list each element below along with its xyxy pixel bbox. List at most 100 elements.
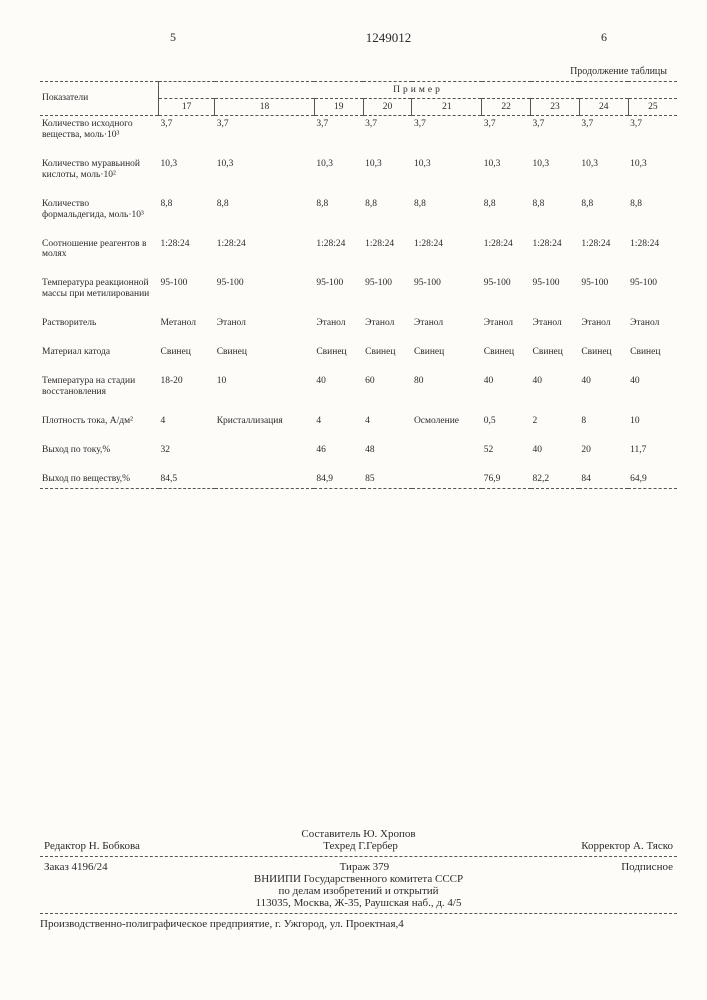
data-cell: 1:28:24 bbox=[215, 236, 315, 264]
data-cell: 10,3 bbox=[314, 156, 363, 184]
tirage: Тираж 379 bbox=[340, 861, 390, 873]
row-label: Количество исходного вещества, моль·10³ bbox=[40, 116, 159, 144]
data-cell: Свинец bbox=[412, 344, 482, 361]
data-cell: 1:28:24 bbox=[579, 236, 628, 264]
data-cell: 3,7 bbox=[159, 116, 215, 144]
data-cell bbox=[412, 471, 482, 488]
data-cell: 3,7 bbox=[579, 116, 628, 144]
data-cell: 95-100 bbox=[412, 275, 482, 303]
data-cell: 20 bbox=[579, 442, 628, 459]
data-cell: 3,7 bbox=[215, 116, 315, 144]
data-cell: 10,3 bbox=[363, 156, 412, 184]
data-cell: 4 bbox=[159, 413, 215, 430]
order: Заказ 4196/24 bbox=[44, 861, 108, 873]
row-label: Температура на стадии восстановления bbox=[40, 373, 159, 401]
data-cell: 8,8 bbox=[215, 196, 315, 224]
data-cell: Свинец bbox=[579, 344, 628, 361]
row-label: Соотношение реагентов в молях bbox=[40, 236, 159, 264]
data-cell: 18-20 bbox=[159, 373, 215, 401]
col-num: 18 bbox=[215, 99, 315, 116]
data-cell: 40 bbox=[482, 373, 531, 401]
data-cell: 8 bbox=[579, 413, 628, 430]
data-cell: 60 bbox=[363, 373, 412, 401]
data-cell: 76,9 bbox=[482, 471, 531, 488]
data-cell: 1:28:24 bbox=[314, 236, 363, 264]
addr: 113035, Москва, Ж-35, Раушская наб., д. … bbox=[40, 897, 677, 909]
document-number: 1249012 bbox=[366, 30, 412, 46]
col-num: 17 bbox=[159, 99, 215, 116]
data-cell: 95-100 bbox=[363, 275, 412, 303]
data-cell: 3,7 bbox=[314, 116, 363, 144]
data-cell: 95-100 bbox=[482, 275, 531, 303]
data-cell: 95-100 bbox=[579, 275, 628, 303]
data-cell: 32 bbox=[159, 442, 215, 459]
data-cell: 10,3 bbox=[579, 156, 628, 184]
data-cell: 0,5 bbox=[482, 413, 531, 430]
col-num: 19 bbox=[314, 99, 363, 116]
data-cell: 8,8 bbox=[412, 196, 482, 224]
data-cell: 1:28:24 bbox=[363, 236, 412, 264]
data-cell: Метанол bbox=[159, 315, 215, 332]
data-cell: 95-100 bbox=[215, 275, 315, 303]
row-label: Плотность тока, А/дм² bbox=[40, 413, 159, 430]
data-cell bbox=[215, 442, 315, 459]
right-page-num: 6 bbox=[601, 30, 607, 46]
footer: Составитель Ю. Хропов Редактор Н. Бобков… bbox=[40, 828, 677, 930]
row-header-label: Показатели bbox=[40, 82, 159, 116]
data-cell: 84,9 bbox=[314, 471, 363, 488]
data-cell: Кристаллизация bbox=[215, 413, 315, 430]
table-row: Количество муравьиной кислоты, моль·10² 1… bbox=[40, 156, 677, 184]
row-label: Растворитель bbox=[40, 315, 159, 332]
data-cell: Свинец bbox=[628, 344, 677, 361]
org1: ВНИИПИ Государственного комитета СССР bbox=[40, 873, 677, 885]
sign: Подписное bbox=[621, 861, 673, 873]
data-cell: 8,8 bbox=[628, 196, 677, 224]
continuation-label: Продолжение таблицы bbox=[40, 66, 677, 77]
row-label: Количество формальдегида, моль·10³ bbox=[40, 196, 159, 224]
col-num: 25 bbox=[628, 99, 677, 116]
data-cell: 10,3 bbox=[531, 156, 580, 184]
data-cell: Свинец bbox=[531, 344, 580, 361]
data-cell: 95-100 bbox=[628, 275, 677, 303]
table-row: Температура реакционной массы при метили… bbox=[40, 275, 677, 303]
data-cell: 8,8 bbox=[159, 196, 215, 224]
data-cell bbox=[412, 442, 482, 459]
data-cell: Этанол bbox=[482, 315, 531, 332]
data-cell: 2 bbox=[531, 413, 580, 430]
data-cell: 40 bbox=[531, 373, 580, 401]
data-cell: 82,2 bbox=[531, 471, 580, 488]
data-cell: Этанол bbox=[363, 315, 412, 332]
col-num: 20 bbox=[363, 99, 412, 116]
data-cell: Свинец bbox=[363, 344, 412, 361]
table-row: Количество формальдегида, моль·10³8,88,8… bbox=[40, 196, 677, 224]
group-header: Пример bbox=[159, 82, 678, 99]
data-cell: 4 bbox=[363, 413, 412, 430]
data-cell: 1:28:24 bbox=[531, 236, 580, 264]
data-cell: 10,3 bbox=[482, 156, 531, 184]
data-cell: Свинец bbox=[314, 344, 363, 361]
row-label: Выход по току,% bbox=[40, 442, 159, 459]
data-cell: Этанол bbox=[531, 315, 580, 332]
data-cell bbox=[215, 471, 315, 488]
editor: Редактор Н. Бобкова bbox=[44, 840, 140, 852]
col-num: 23 bbox=[531, 99, 580, 116]
row-label: Количество муравьиной кислоты, моль·10² bbox=[40, 156, 159, 184]
data-cell: 3,7 bbox=[628, 116, 677, 144]
data-cell: 1:28:24 bbox=[482, 236, 531, 264]
data-cell: 95-100 bbox=[159, 275, 215, 303]
data-cell: 40 bbox=[579, 373, 628, 401]
org2: по делам изобретений и открытий bbox=[40, 885, 677, 897]
corrector: Корректор А. Тяско bbox=[581, 840, 673, 852]
data-cell: 10 bbox=[628, 413, 677, 430]
data-cell: 10,3 bbox=[412, 156, 482, 184]
data-cell: 80 bbox=[412, 373, 482, 401]
data-cell: 3,7 bbox=[531, 116, 580, 144]
data-cell: 3,7 bbox=[363, 116, 412, 144]
data-cell: 8,8 bbox=[579, 196, 628, 224]
table-row: Материал катодаСвинецСвинецСвинецСвинецС… bbox=[40, 344, 677, 361]
data-cell: 3,7 bbox=[482, 116, 531, 144]
data-cell: 52 bbox=[482, 442, 531, 459]
data-cell: 4 bbox=[314, 413, 363, 430]
data-cell: Свинец bbox=[482, 344, 531, 361]
data-cell: 85 bbox=[363, 471, 412, 488]
